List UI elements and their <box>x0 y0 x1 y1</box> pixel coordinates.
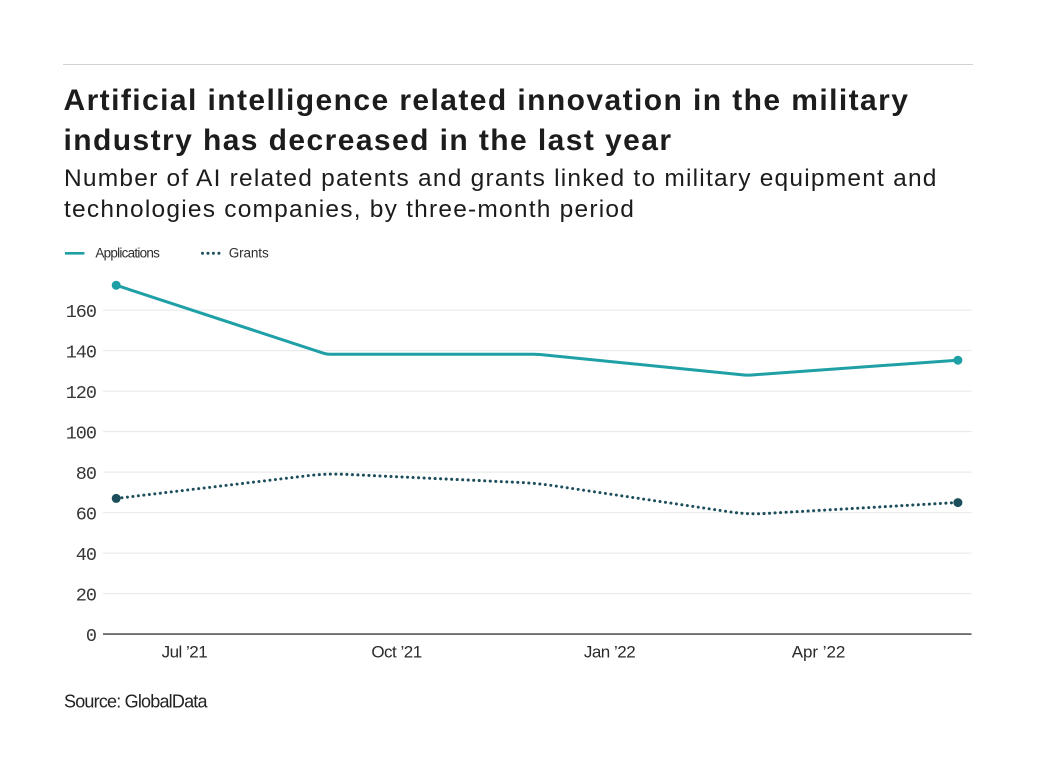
svg-text:20: 20 <box>76 585 96 606</box>
svg-text:40: 40 <box>76 545 96 566</box>
svg-text:Source: GlobalData: Source: GlobalData <box>64 692 208 712</box>
svg-text:Apr ’22: Apr ’22 <box>792 643 846 662</box>
svg-text:Grants: Grants <box>229 245 269 260</box>
svg-text:100: 100 <box>66 423 96 444</box>
svg-text:Jan ’22: Jan ’22 <box>584 643 635 662</box>
svg-text:120: 120 <box>66 383 96 404</box>
svg-text:Oct ’21: Oct ’21 <box>371 643 421 662</box>
svg-text:Applications: Applications <box>95 245 160 260</box>
svg-text:60: 60 <box>76 504 96 525</box>
svg-text:140: 140 <box>66 342 96 363</box>
svg-text:Jul ’21: Jul ’21 <box>162 643 208 662</box>
svg-text:80: 80 <box>76 464 96 485</box>
svg-text:0: 0 <box>86 626 96 647</box>
svg-text:160: 160 <box>66 302 96 323</box>
